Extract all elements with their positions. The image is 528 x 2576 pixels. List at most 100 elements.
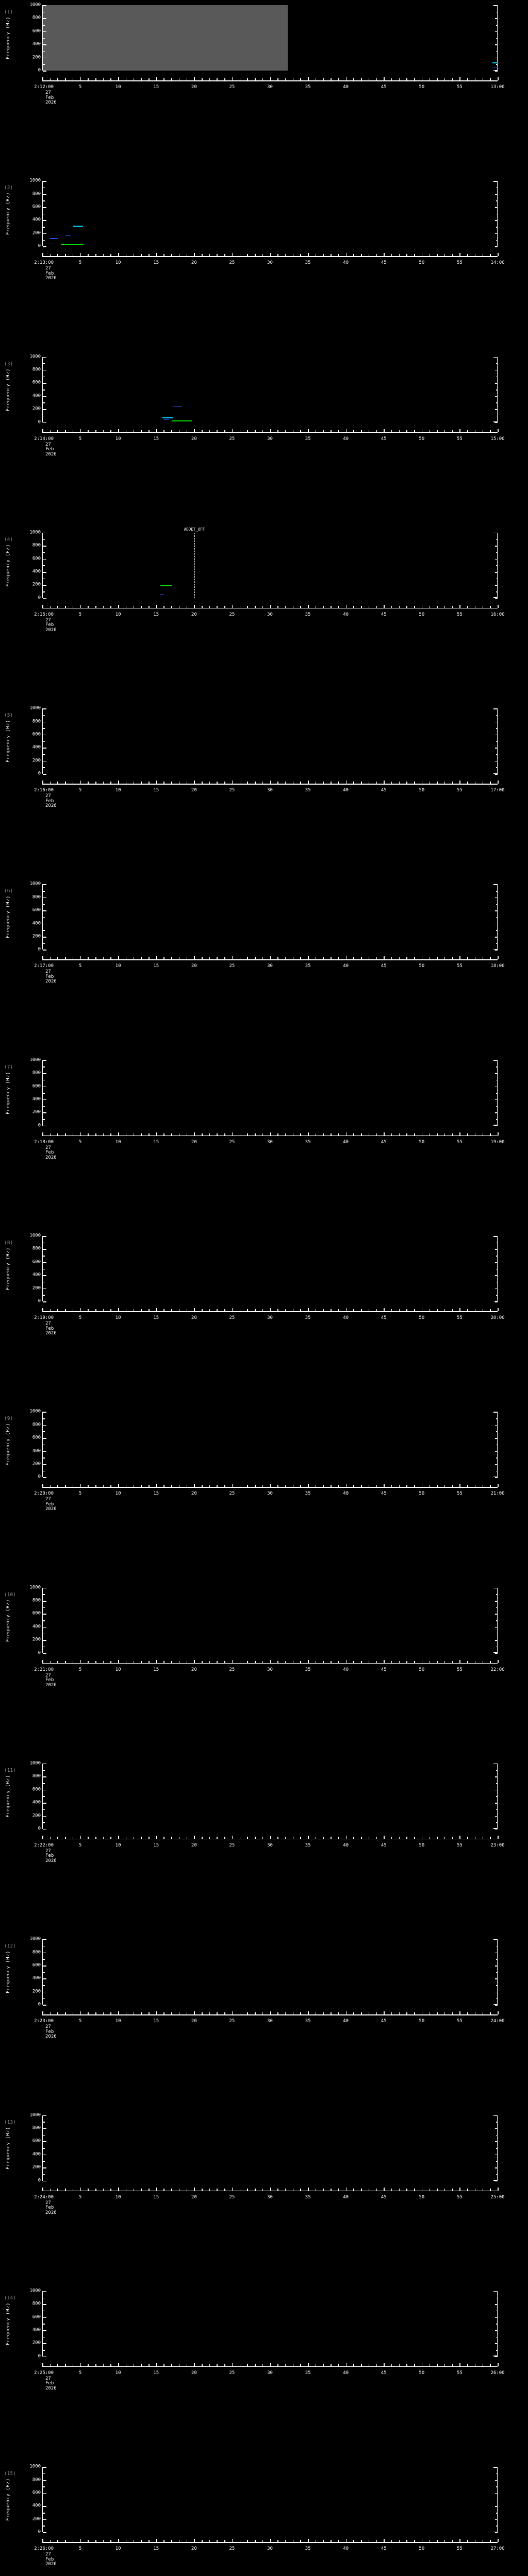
x-tick-minor <box>202 2540 203 2543</box>
y-tick-minor <box>43 213 45 215</box>
x-tick-major <box>498 429 499 432</box>
x-tick-minor <box>323 254 324 257</box>
x-tick-minor <box>429 1836 431 1839</box>
y-tick-minor <box>43 187 45 189</box>
x-tick-label: 5 <box>78 2019 82 2024</box>
y-tick-major <box>43 572 46 573</box>
x-tick-minor <box>452 1485 453 1487</box>
x-tick-label: 45 <box>381 2370 387 2376</box>
y-tick-right-minor <box>496 1620 498 1621</box>
x-tick-label: 30 <box>267 1667 273 1672</box>
y-tick-major <box>43 383 46 384</box>
y-tick-major <box>43 44 46 45</box>
x-tick-minor <box>323 2012 324 2015</box>
x-tick-minor <box>125 254 127 257</box>
panel-number: (1) <box>4 9 13 15</box>
y-tick-major <box>43 2167 46 2168</box>
x-tick-minor <box>353 957 354 960</box>
x-tick-minor <box>376 254 377 257</box>
x-tick-minor <box>186 2364 188 2366</box>
y-tick-label: 200 <box>32 2164 41 2170</box>
x-tick-minor <box>331 957 332 960</box>
x-tick-minor <box>482 957 484 960</box>
x-tick-minor <box>285 1660 286 1663</box>
y-tick-major <box>43 71 46 72</box>
x-tick-minor <box>482 782 484 784</box>
y-tick-major <box>43 937 46 938</box>
y-tick-label: 800 <box>32 543 41 548</box>
y-tick-label: 0 <box>38 1298 41 1304</box>
x-tick-minor <box>490 430 491 432</box>
x-tick-minor <box>414 430 415 432</box>
x-tick-major <box>118 1835 119 1839</box>
x-tick-minor <box>285 2012 286 2015</box>
y-tick-minor <box>43 1620 45 1621</box>
x-tick-minor <box>399 2364 400 2366</box>
y-tick-major <box>43 422 46 423</box>
x-tick-minor <box>315 1309 317 1312</box>
x-tick-major <box>80 253 81 257</box>
x-tick-minor <box>474 254 476 257</box>
x-tick-minor <box>262 2540 263 2543</box>
spectrogram-panel: (13) Frequency (Hz) 0 200 400 600 800 1000 2:24:… <box>0 2110 528 2286</box>
x-tick-minor <box>437 782 438 784</box>
x-tick-major <box>459 956 460 960</box>
x-tick-minor <box>217 782 218 784</box>
x-tick-minor <box>376 2012 377 2015</box>
x-tick-major <box>384 2539 385 2543</box>
x-tick-minor <box>338 1836 339 1839</box>
y-axis-title: Frequency (Hz) <box>6 720 11 763</box>
x-tick-minor <box>292 430 294 432</box>
x-tick-minor <box>247 78 248 80</box>
x-tick-major <box>384 1132 385 1136</box>
x-tick-major <box>308 1835 309 1839</box>
x-tick-minor <box>323 1836 324 1839</box>
x-tick-minor <box>353 254 354 257</box>
x-tick-major <box>384 956 385 960</box>
x-tick-minor <box>247 254 248 257</box>
x-tick-minor <box>262 1836 263 1839</box>
x-tick-major <box>232 781 233 784</box>
x-tick-minor <box>315 2012 317 2015</box>
x-tick-minor <box>125 2540 127 2543</box>
x-tick-minor <box>186 254 188 257</box>
x-tick-major <box>270 1132 271 1136</box>
y-tick-label: 600 <box>32 556 41 562</box>
x-tick-minor <box>50 1836 51 1839</box>
x-tick-minor <box>467 2188 468 2191</box>
x-tick-minor <box>399 254 400 257</box>
x-tick-minor <box>255 957 256 960</box>
y-tick-label: 400 <box>32 2503 41 2509</box>
x-tick-label: 50 <box>419 612 425 617</box>
y-tick-label: 800 <box>32 1598 41 1603</box>
x-tick-minor <box>437 2364 438 2366</box>
x-tick-minor <box>224 2012 225 2015</box>
x-tick-major <box>345 2539 347 2543</box>
x-tick-major <box>80 1659 81 1663</box>
y-tick-label: 400 <box>32 1975 41 1981</box>
x-tick-minor <box>315 2364 317 2366</box>
y-tick-major <box>43 546 46 547</box>
y-tick-minor <box>43 1256 45 1257</box>
x-tick-minor <box>57 2188 58 2191</box>
x-tick-major <box>156 429 157 432</box>
x-tick-minor <box>444 254 446 257</box>
x-tick-minor <box>414 1309 415 1312</box>
panel-number: (13) <box>4 2119 16 2125</box>
y-tick-right-minor <box>496 2161 498 2162</box>
x-axis-start-time-label: 2:14:00 <box>34 436 54 442</box>
y-tick-right-minor <box>496 1998 498 1999</box>
x-tick-label: 40 <box>343 260 349 266</box>
x-tick-minor <box>65 1309 66 1312</box>
x-tick-minor <box>399 1133 400 1136</box>
y-tick-label: 600 <box>32 28 41 34</box>
x-tick-minor <box>376 1485 377 1487</box>
x-tick-minor <box>209 430 210 432</box>
x-tick-minor <box>255 1660 256 1663</box>
x-tick-minor <box>65 2188 66 2191</box>
x-tick-label: 50 <box>419 1667 425 1672</box>
x-tick-major <box>384 77 385 80</box>
y-tick-major <box>43 2532 46 2533</box>
x-tick-minor <box>148 430 150 432</box>
